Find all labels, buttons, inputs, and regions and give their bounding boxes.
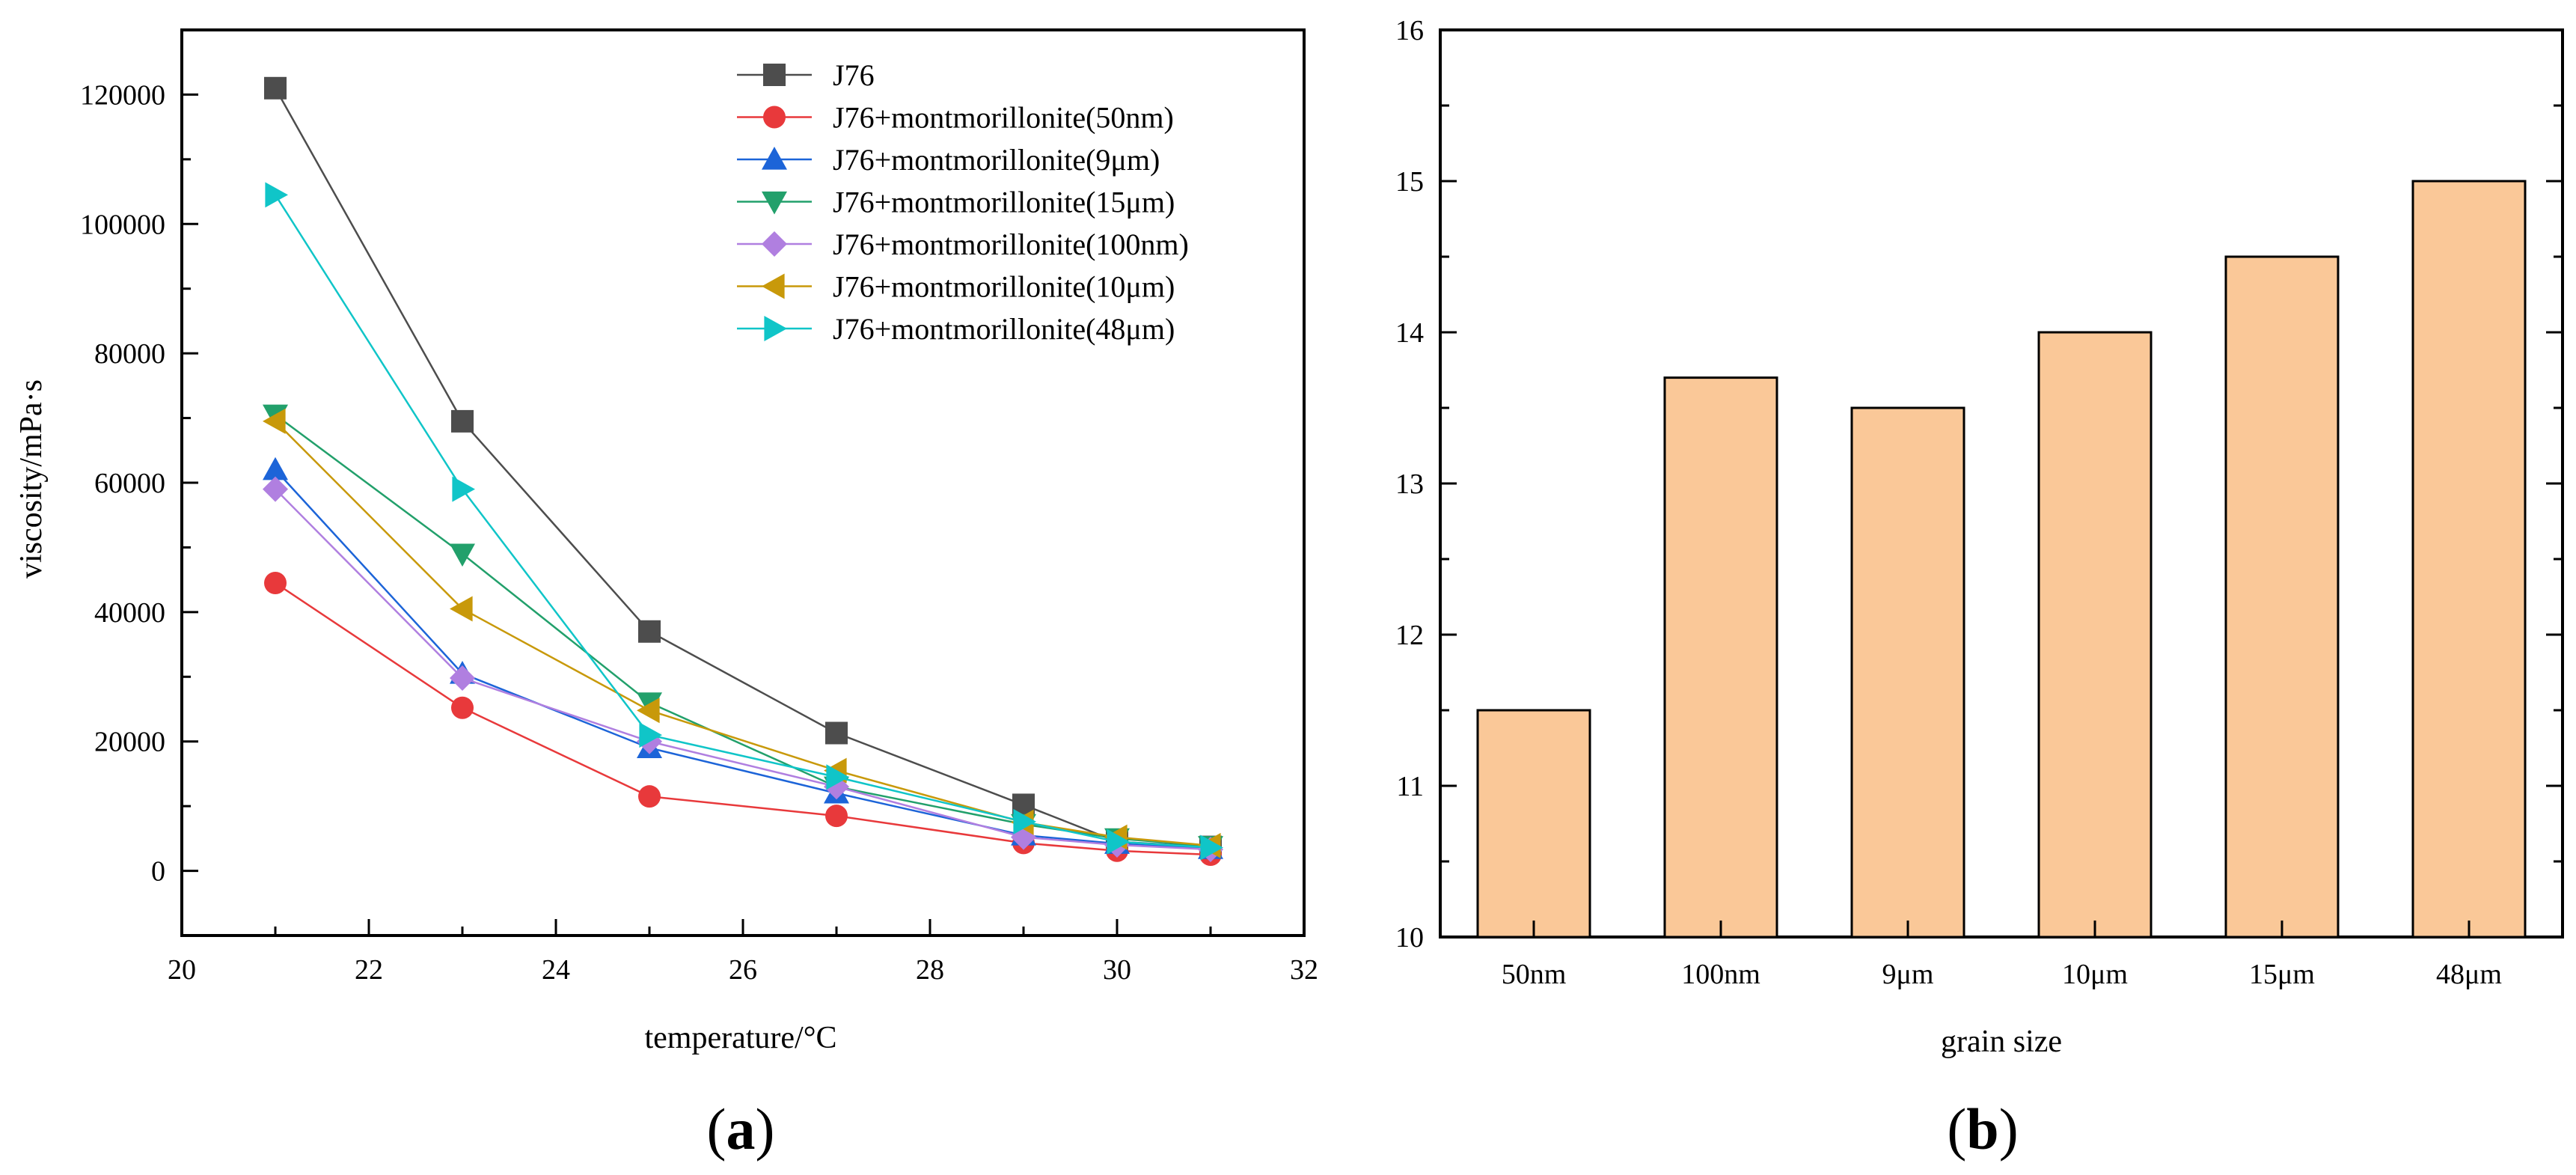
series-4 [263,476,1223,863]
y-tick-label: 80000 [94,338,165,370]
x-tick-label: 10μm [2062,959,2128,990]
legend-label: J76+montmorillonite(48μm) [833,312,1175,346]
legend-label: J76+montmorillonite(10μm) [833,270,1175,304]
y-tick-label: 12 [1395,620,1424,651]
legend-item: J76+montmorillonite(48μm) [737,312,1175,346]
legend-marker [762,191,787,215]
data-point [1200,834,1223,861]
legend-label: J76+montmorillonite(100nm) [833,228,1189,261]
chart-a-legend: J76 J76+montmorillonite(50nm) J76+montmori… [737,58,1189,346]
legend-marker [764,316,787,341]
data-point [450,665,475,692]
legend-marker [763,106,786,129]
data-point [263,408,286,434]
chart-a-series [263,76,1223,866]
x-tick-label: 24 [542,954,570,986]
y-tick-label: 100000 [80,209,165,240]
x-tick-label: 22 [355,954,383,986]
data-point [639,722,662,748]
legend-marker [762,147,787,170]
data-point [638,785,661,808]
data-point [452,476,475,502]
data-point [263,457,288,480]
legend-item: J76+montmorillonite(15μm) [737,186,1175,219]
y-tick-label: 11 [1396,771,1424,802]
chart-b: 50nm 100nm 9μm 10μm 15μm 48μm 10 11 12 13 14 15 16 g… [1395,15,2564,1162]
data-point [450,596,473,622]
legend-marker [763,64,786,86]
legend-item: J76+montmorillonite(100nm) [737,228,1189,261]
x-tick-label: 30 [1103,954,1131,986]
x-tick-label: 48μm [2436,959,2502,990]
chart-a: 20 22 24 26 28 30 32 0 20000 40000 60000 80000 10000… [14,28,1318,1162]
legend-item: J76 [737,58,875,92]
x-tick-label: 100nm [1681,959,1760,990]
chart-b-frame [1439,28,2564,939]
data-point [637,698,660,724]
bar [1663,376,1778,939]
series-1 [264,571,1222,866]
y-tick-label: 10 [1395,922,1424,953]
data-point [825,721,848,745]
data-point [264,76,287,100]
series-line [275,488,1211,851]
data-point [265,182,288,208]
series-5 [263,408,1221,858]
x-tick-label: 26 [729,954,757,986]
x-tick-label: 15μm [2249,959,2315,990]
bar [2411,180,2527,939]
y-tick-label: 14 [1395,317,1424,349]
chart-a-ylabel: viscosity/mPa·s [14,379,49,579]
legend-item: J76+montmorillonite(50nm) [737,101,1174,135]
y-tick-label: 16 [1395,15,1424,46]
data-point [450,543,475,567]
y-tick-label: 60000 [94,468,165,499]
chart-a-xlabel: temperature/°C [644,1021,836,1055]
x-tick-label: 28 [916,954,944,986]
data-point [638,620,661,643]
legend-label: J76+montmorillonite(9μm) [833,143,1160,177]
series-2 [263,457,1223,859]
chart-b-panel-label: (b) [1947,1096,2018,1162]
series-6 [265,182,1223,861]
chart-b-ticks: 50nm 100nm 9μm 10μm 15μm 48μm 10 11 12 13 14 15 16 [1395,15,2563,990]
data-point [264,571,287,594]
x-tick-label: 50nm [1502,959,1567,990]
legend-marker [762,273,785,299]
x-tick-label: 20 [168,954,196,986]
bar [1850,406,1965,939]
y-tick-label: 13 [1395,469,1424,500]
x-tick-label: 9μm [1882,959,1934,990]
data-point [263,476,288,502]
legend-item: J76+montmorillonite(9μm) [737,143,1160,177]
bar [1476,709,1591,939]
legend-marker [762,231,787,257]
y-tick-label: 40000 [94,597,165,629]
data-point [451,696,474,719]
bar [2224,255,2340,939]
y-tick-label: 0 [151,856,165,888]
y-tick-label: 20000 [94,727,165,758]
chart-b-xlabel: grain size [1941,1025,2062,1059]
legend-label: J76+montmorillonite(50nm) [833,101,1174,135]
data-point [1107,828,1130,855]
legend-item: J76+montmorillonite(10μm) [737,270,1175,304]
data-point [826,764,849,790]
y-tick-label: 15 [1395,166,1424,198]
series-line [275,469,1211,850]
chart-b-bars [1476,180,2527,939]
data-point [451,409,474,433]
series-3 [263,404,1223,859]
bar [2037,331,2153,939]
x-tick-label: 32 [1290,954,1318,986]
data-point [825,805,848,828]
chart-a-ticks: 20 22 24 26 28 30 32 0 20000 40000 60000 80000 10000… [80,79,1318,986]
legend-label: J76+montmorillonite(15μm) [833,186,1175,219]
legend-label: J76 [833,58,875,92]
series-line [275,421,1211,847]
chart-a-panel-label: (a) [707,1096,775,1162]
data-point [1013,808,1036,834]
y-tick-label: 120000 [80,79,165,111]
